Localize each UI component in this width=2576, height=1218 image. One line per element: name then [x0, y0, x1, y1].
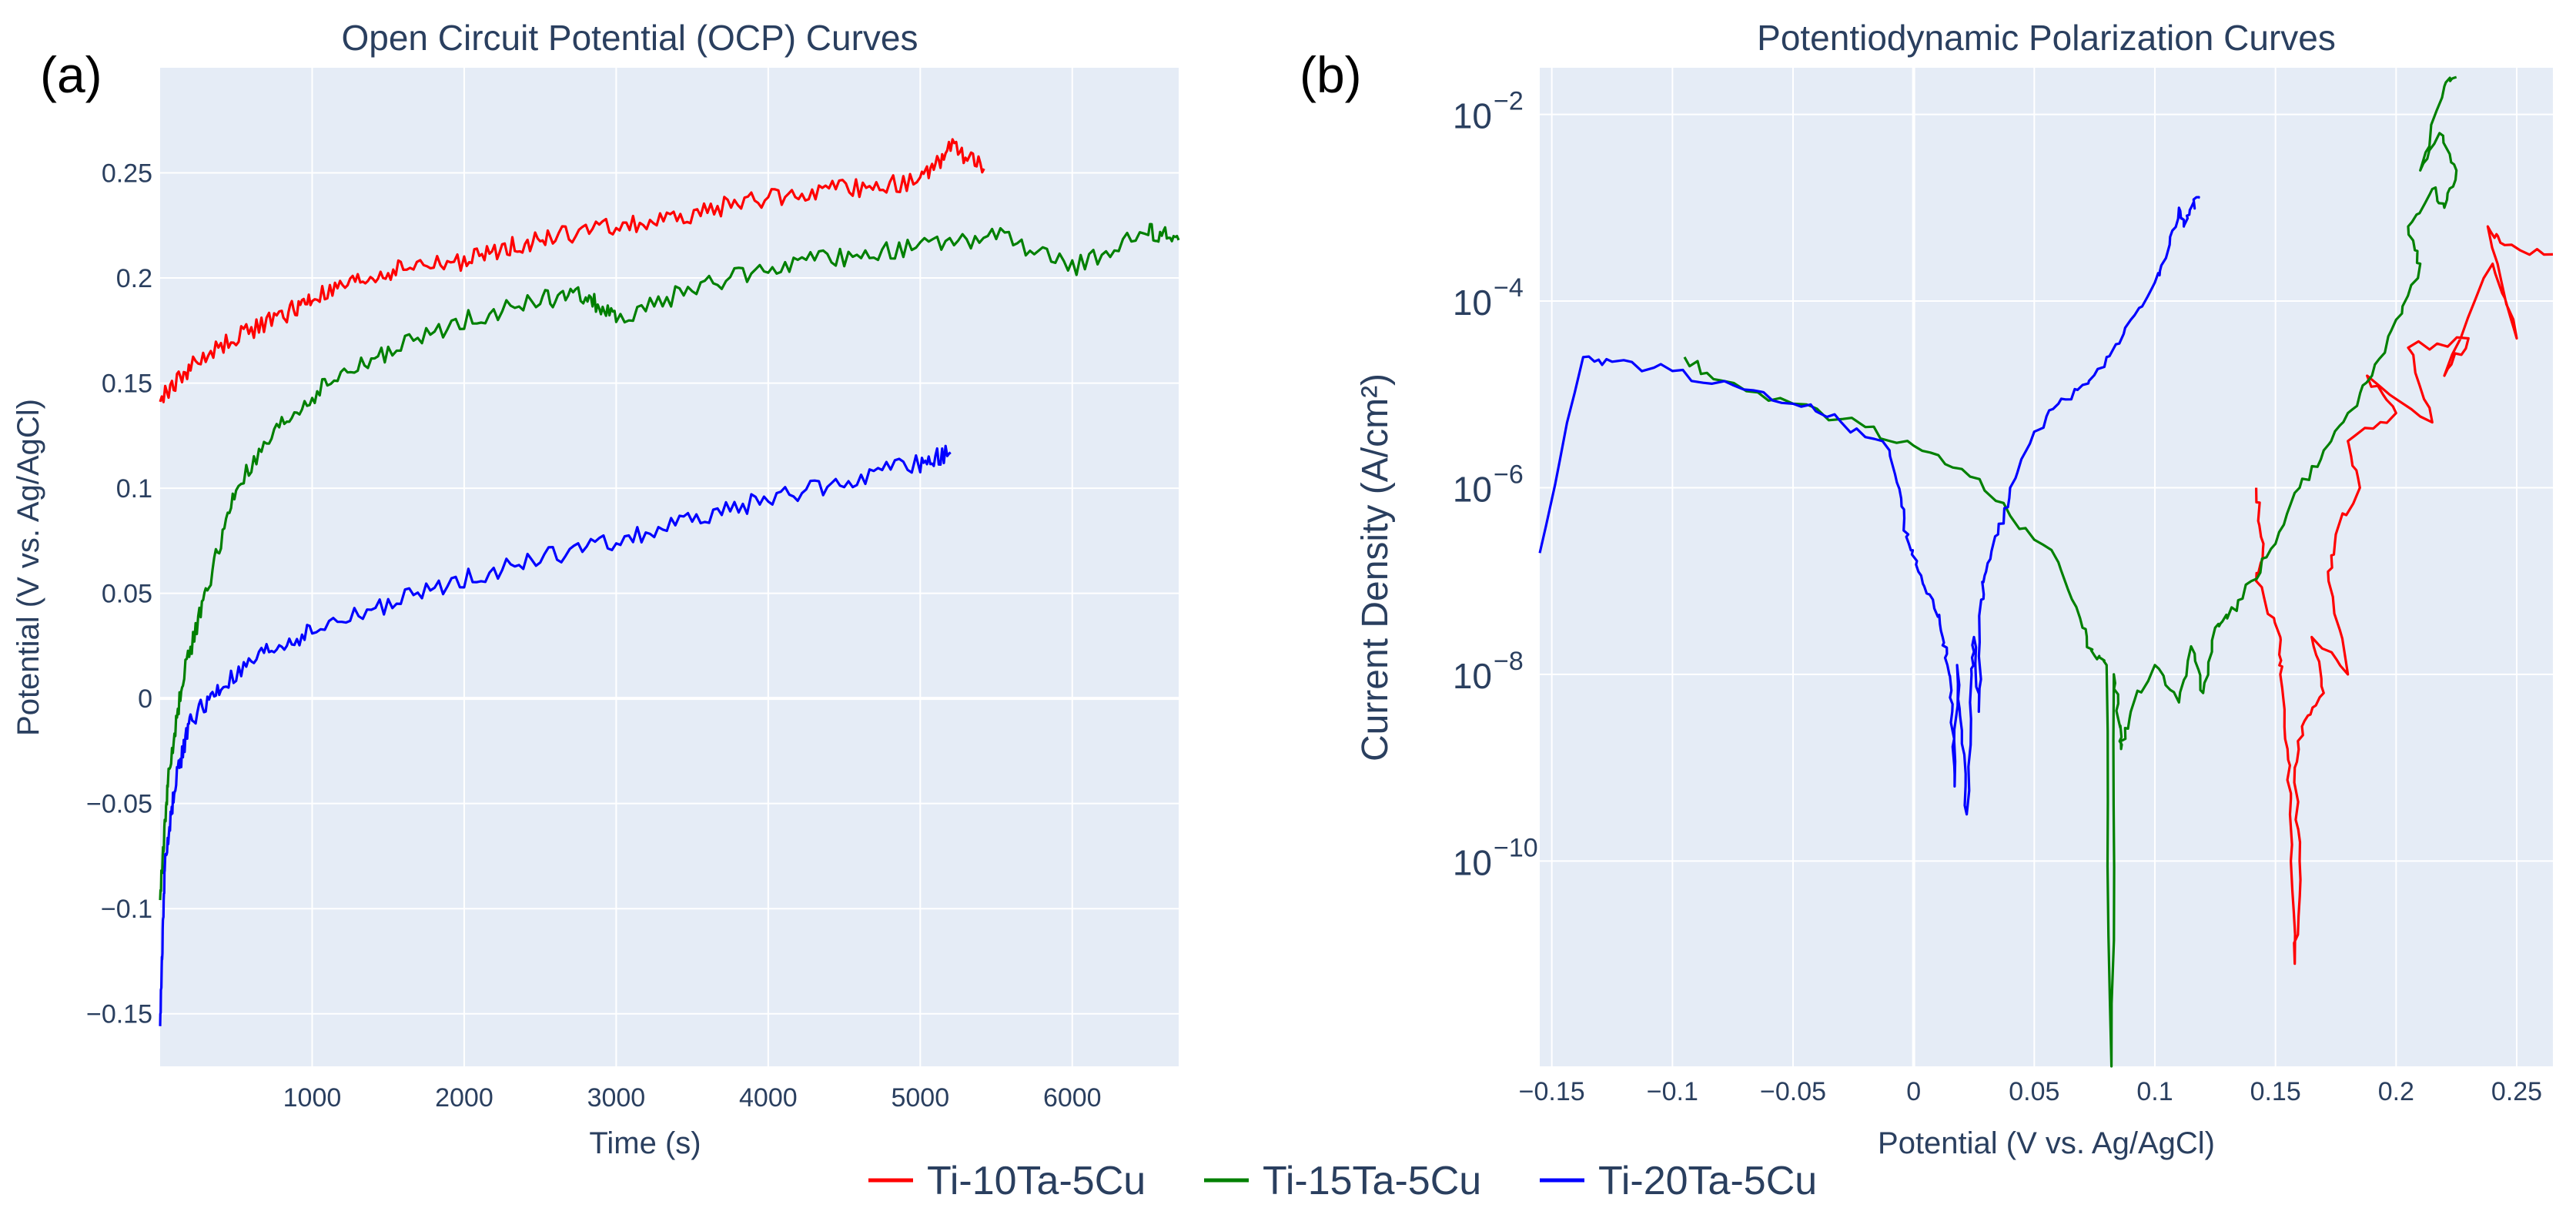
ocp-x-tick-label: 2000	[435, 1083, 493, 1113]
legend-item-ti-15ta-5cu[interactable]: Ti-15Ta-5Cu	[1204, 1159, 1481, 1203]
legend-item-ti-10ta-5cu[interactable]: Ti-10Ta-5Cu	[868, 1159, 1146, 1203]
polarization-y-tick-exponent: −10	[1494, 833, 1538, 862]
ocp-y-tick-label: 0.1	[116, 474, 152, 504]
legend-item-ti-20ta-5cu[interactable]: Ti-20Ta-5Cu	[1540, 1159, 1817, 1203]
ocp-x-tick-label: 1000	[283, 1083, 342, 1113]
polarization-y-tick-exponent: −4	[1494, 273, 1524, 303]
polarization-y-tick-exponent: −6	[1494, 460, 1524, 489]
polarization-x-ticks: −0.15 −0.1 −0.05 0 0.05 0.1 0.15 0.2 0.25	[1519, 1077, 2542, 1106]
polarization-y-tick-label: 10	[1453, 656, 1492, 696]
polarization-x-tick-label: −0.05	[1760, 1077, 1826, 1106]
legend: Ti-10Ta-5Cu Ti-15Ta-5Cu Ti-20Ta-5Cu	[868, 1159, 1817, 1203]
ocp-y-tick-label: 0.2	[116, 264, 152, 293]
polarization-x-tick-label: 0.15	[2250, 1077, 2301, 1106]
ocp-y-tick-label: 0	[138, 684, 152, 714]
polarization-x-tick-label: 0.25	[2491, 1077, 2542, 1106]
legend-label-ti-20ta-5cu: Ti-20Ta-5Cu	[1598, 1159, 1817, 1203]
figure: (a) Open Circuit Potential (OCP) Curves …	[0, 0, 2576, 1218]
polarization-x-axis-label: Potential (V vs. Ag/AgCl)	[1878, 1126, 2215, 1160]
ocp-y-tick-label: −0.05	[86, 790, 152, 819]
polarization-y-tick-label: 10	[1453, 469, 1492, 509]
ocp-x-axis-label: Time (s)	[589, 1126, 701, 1160]
ocp-chart-title: Open Circuit Potential (OCP) Curves	[341, 18, 918, 58]
polarization-y-tick-exponent: −8	[1494, 647, 1524, 676]
polarization-y-tick-label: 10	[1453, 842, 1492, 882]
polarization-x-tick-label: 0.05	[2009, 1077, 2059, 1106]
ocp-y-tick-label: −0.15	[86, 1000, 152, 1029]
polarization-x-tick-label: 0.1	[2136, 1077, 2173, 1106]
panel-label-a: (a)	[40, 46, 102, 103]
panel-label-b: (b)	[1300, 46, 1362, 103]
polarization-x-tick-label: −0.15	[1519, 1077, 1585, 1106]
ocp-y-axis-label: Potential (V vs. Ag/AgCl)	[12, 399, 45, 736]
polarization-plot-area	[1540, 68, 2553, 1066]
polarization-y-tick-label: 10	[1453, 96, 1492, 136]
polarization-x-tick-label: 0	[1906, 1077, 1921, 1106]
ocp-y-tick-label: −0.1	[101, 895, 152, 924]
polarization-chart-title: Potentiodynamic Polarization Curves	[1757, 18, 2336, 58]
ocp-y-tick-label: 0.25	[102, 159, 152, 189]
legend-label-ti-10ta-5cu: Ti-10Ta-5Cu	[927, 1159, 1146, 1203]
polarization-y-axis-label: Current Density (A/cm²)	[1355, 373, 1396, 761]
ocp-y-ticks: −0.15 −0.1 −0.05 0 0.05 0.1 0.15 0.2 0.25	[86, 159, 152, 1029]
ocp-x-tick-label: 6000	[1043, 1083, 1102, 1113]
ocp-x-ticks: 1000 2000 3000 4000 5000 6000	[283, 1083, 1102, 1113]
polarization-chart: (b) Potentiodynamic Polarization Curves …	[1300, 18, 2553, 1160]
polarization-x-tick-label: −0.1	[1647, 1077, 1698, 1106]
ocp-y-tick-label: 0.05	[102, 580, 152, 609]
polarization-y-tick-label: 10	[1453, 283, 1492, 323]
ocp-x-tick-label: 4000	[739, 1083, 798, 1113]
polarization-y-tick-exponent: −2	[1494, 87, 1524, 116]
ocp-x-tick-label: 3000	[587, 1083, 646, 1113]
legend-label-ti-15ta-5cu: Ti-15Ta-5Cu	[1263, 1159, 1481, 1203]
ocp-y-tick-label: 0.15	[102, 370, 152, 399]
polarization-x-tick-label: 0.2	[2378, 1077, 2414, 1106]
ocp-x-tick-label: 5000	[891, 1083, 949, 1113]
ocp-chart: (a) Open Circuit Potential (OCP) Curves …	[12, 18, 1179, 1160]
